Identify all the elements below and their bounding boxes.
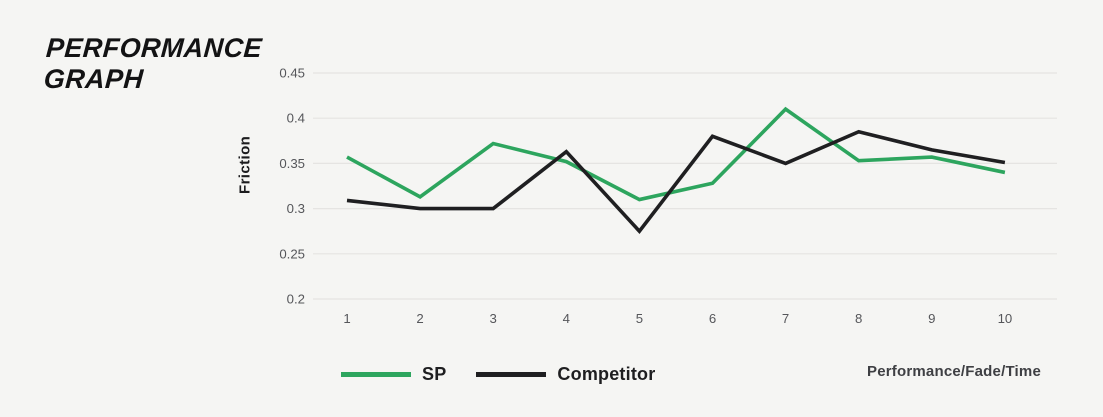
x-tick-label: 1 — [343, 311, 350, 326]
competitor-line-swatch — [476, 372, 547, 377]
y-axis-label: Friction — [236, 135, 254, 195]
y-tick-label: 0.2 — [287, 292, 305, 307]
page-title-line1: PERFORMANCE — [45, 33, 264, 63]
series-line-competitor — [346, 129, 1006, 234]
x-tick-label: 7 — [782, 311, 789, 326]
x-tick-label: 10 — [998, 311, 1013, 326]
sp-line-swatch — [341, 372, 411, 377]
y-tick-label: 0.45 — [279, 66, 305, 81]
x-tick-label: 4 — [563, 311, 570, 326]
competitor-legend-label: Competitor — [557, 364, 656, 384]
x-tick-label: 2 — [416, 311, 423, 326]
page-title: PERFORMANCE GRAPH — [43, 33, 263, 95]
y-tick-label: 0.25 — [279, 246, 305, 261]
y-tick-label: 0.35 — [279, 156, 305, 171]
legend-item-competitor: Competitor — [476, 364, 655, 385]
x-tick-label: 9 — [928, 311, 935, 326]
friction-line-chart: 0.45 0.4 0.35 0.3 0.25 0.2 1 2 3 4 5 6 7 8 9 10 — [279, 66, 1057, 326]
x-tick-label: 3 — [490, 311, 497, 326]
sp-legend-label: SP — [422, 364, 447, 384]
x-tick-label: 6 — [709, 311, 716, 326]
chart-legend: SP Competitor — [341, 364, 655, 385]
x-tick-label: 5 — [636, 311, 643, 326]
legend-item-sp: SP — [341, 364, 446, 385]
y-tick-label: 0.4 — [287, 111, 305, 126]
x-tick-label: 8 — [855, 311, 862, 326]
x-axis-note: Performance/Fade/Time — [867, 363, 1041, 380]
series-line-sp — [346, 106, 1006, 202]
page-title-line2: GRAPH — [42, 63, 145, 94]
y-tick-label: 0.3 — [287, 201, 305, 216]
